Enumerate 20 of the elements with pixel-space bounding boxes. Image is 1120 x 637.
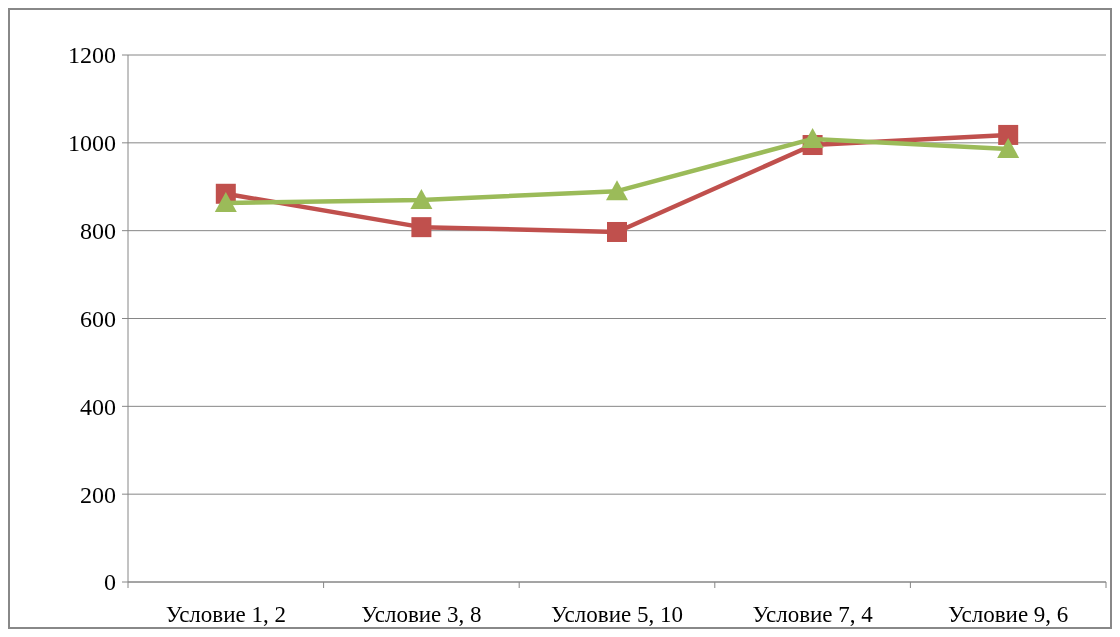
- point: [607, 221, 627, 242]
- point: [606, 180, 628, 201]
- y-tick-label: 1200: [68, 42, 116, 69]
- y-tick-label: 800: [80, 218, 116, 245]
- x-tick-label: Условие 3, 8: [361, 602, 482, 627]
- x-tick-label: Условие 5, 10: [551, 602, 683, 627]
- point: [410, 188, 433, 209]
- point: [801, 127, 824, 148]
- y-tick-label: 600: [80, 305, 116, 332]
- point: [998, 124, 1019, 145]
- y-tick-label: 200: [80, 481, 116, 508]
- point: [997, 137, 1020, 158]
- point: [411, 217, 432, 238]
- point: [214, 192, 237, 212]
- y-tick-label: 400: [80, 393, 116, 420]
- x-tick-label: Условие 9, 6: [948, 602, 1069, 627]
- x-tick-label: Условие 1, 2: [165, 602, 286, 627]
- x-tick-label: Условие 7, 4: [752, 602, 874, 627]
- y-tick-label: 1000: [68, 130, 116, 157]
- y-tick-label: 0: [104, 569, 116, 596]
